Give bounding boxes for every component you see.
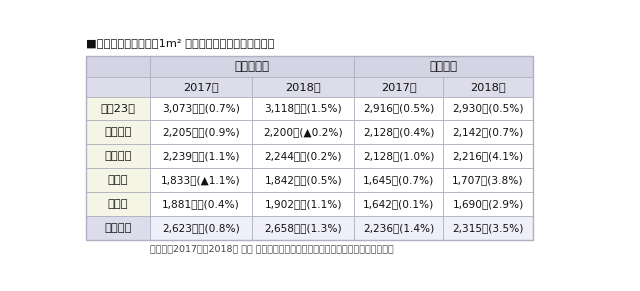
Bar — [355, 168, 444, 192]
Bar — [86, 168, 150, 192]
Text: 2,244円　(0.2%): 2,244円 (0.2%) — [264, 151, 342, 161]
Bar — [86, 56, 150, 77]
Bar — [355, 144, 444, 168]
Text: 2,916円(0.5%): 2,916円(0.5%) — [364, 104, 435, 113]
Text: 2018年: 2018年 — [285, 82, 321, 92]
Bar — [252, 77, 355, 97]
Bar — [86, 144, 150, 168]
Text: 1,833円(▲1.1%): 1,833円(▲1.1%) — [161, 175, 241, 185]
Bar — [150, 144, 252, 168]
Text: 2,128円(1.0%): 2,128円(1.0%) — [364, 151, 435, 161]
Text: 3,118円　(1.5%): 3,118円 (1.5%) — [264, 104, 342, 113]
Text: 東京都下: 東京都下 — [104, 127, 132, 137]
Text: 1,690円(2.9%): 1,690円(2.9%) — [452, 199, 524, 209]
Text: 2,205円　(0.9%): 2,205円 (0.9%) — [162, 127, 240, 137]
Text: 1,642円(0.1%): 1,642円(0.1%) — [364, 199, 435, 209]
Bar — [444, 168, 532, 192]
Bar — [355, 120, 444, 144]
Text: 2,142円(0.7%): 2,142円(0.7%) — [452, 127, 524, 137]
Bar — [444, 77, 532, 97]
Text: マンション: マンション — [234, 60, 269, 73]
Text: 2,200円(▲0.2%): 2,200円(▲0.2%) — [264, 127, 343, 137]
Bar — [252, 216, 355, 240]
Text: 2018年: 2018年 — [470, 82, 506, 92]
Bar — [444, 192, 532, 216]
Text: 出典：「2017年、2018年 年間 首都圏の居住用賃貸物件成約動向」アットホーム調べ: 出典：「2017年、2018年 年間 首都圏の居住用賃貸物件成約動向」アットホー… — [150, 244, 394, 253]
Bar — [444, 120, 532, 144]
Bar — [444, 216, 532, 240]
Bar — [150, 168, 252, 192]
Bar — [355, 192, 444, 216]
Bar — [252, 120, 355, 144]
Bar — [150, 216, 252, 240]
Text: 2,236円(1.4%): 2,236円(1.4%) — [364, 223, 435, 233]
Text: 3,073円　(0.7%): 3,073円 (0.7%) — [162, 104, 240, 113]
Text: 千葉県: 千葉県 — [108, 199, 128, 209]
Text: 神奈川県: 神奈川県 — [104, 151, 132, 161]
Bar — [252, 97, 355, 120]
Text: 2,128円(0.4%): 2,128円(0.4%) — [364, 127, 435, 137]
Text: 1,645円(0.7%): 1,645円(0.7%) — [364, 175, 435, 185]
Bar — [150, 97, 252, 120]
Bar — [252, 144, 355, 168]
Text: アパート: アパート — [429, 60, 458, 73]
Bar — [150, 77, 252, 97]
Text: ■所在地別成約賃料（1m² あたり、カッコ内は前年比）: ■所在地別成約賃料（1m² あたり、カッコ内は前年比） — [86, 38, 275, 48]
Text: 2,930円(0.5%): 2,930円(0.5%) — [452, 104, 524, 113]
Text: 2,216円(4.1%): 2,216円(4.1%) — [452, 151, 524, 161]
Bar — [355, 77, 444, 97]
Bar — [252, 192, 355, 216]
Bar — [86, 216, 150, 240]
Text: 2,623円　(0.8%): 2,623円 (0.8%) — [162, 223, 240, 233]
Bar — [86, 192, 150, 216]
Text: 2017年: 2017年 — [381, 82, 417, 92]
Bar — [355, 97, 444, 120]
Bar — [150, 120, 252, 144]
Bar — [150, 56, 355, 77]
Text: 1,842円　(0.5%): 1,842円 (0.5%) — [264, 175, 342, 185]
Bar — [444, 97, 532, 120]
Bar — [86, 120, 150, 144]
Text: 1,707円(3.8%): 1,707円(3.8%) — [452, 175, 524, 185]
Bar — [355, 56, 532, 77]
Bar — [252, 168, 355, 192]
Text: 2017年: 2017年 — [183, 82, 219, 92]
Bar — [444, 144, 532, 168]
Text: 首都圏計: 首都圏計 — [104, 223, 132, 233]
Text: 2,239円　(1.1%): 2,239円 (1.1%) — [162, 151, 239, 161]
Bar — [86, 77, 150, 97]
Bar — [355, 216, 444, 240]
Text: 東京23区: 東京23区 — [100, 104, 136, 113]
Bar — [86, 97, 150, 120]
Text: 2,315円(3.5%): 2,315円(3.5%) — [452, 223, 524, 233]
Bar — [86, 56, 532, 240]
Text: 2,658円　(1.3%): 2,658円 (1.3%) — [264, 223, 342, 233]
Text: 1,902円　(1.1%): 1,902円 (1.1%) — [264, 199, 342, 209]
Bar — [150, 192, 252, 216]
Text: 1,881円　(0.4%): 1,881円 (0.4%) — [162, 199, 240, 209]
Text: 埼玉県: 埼玉県 — [108, 175, 128, 185]
